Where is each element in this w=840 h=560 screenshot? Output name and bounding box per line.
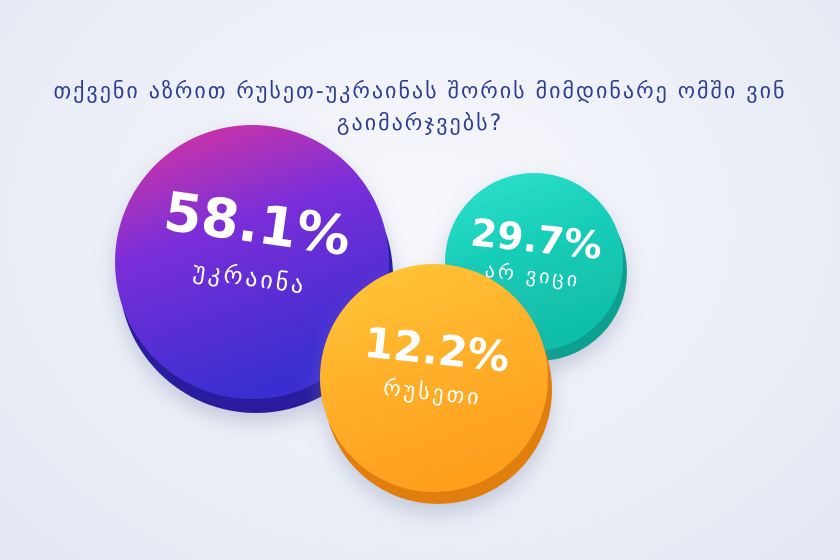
bubble-0 <box>115 125 393 413</box>
bubble-2 <box>320 264 552 504</box>
chart-title: თქვენი აზრით რუსეთ-უკრაინას შორის მიმდინ… <box>53 79 787 136</box>
bubble-text-1: 29.7%არ ვიცი <box>469 210 605 292</box>
bubble-face-2 <box>320 264 548 492</box>
bubble-face-0 <box>115 125 389 399</box>
